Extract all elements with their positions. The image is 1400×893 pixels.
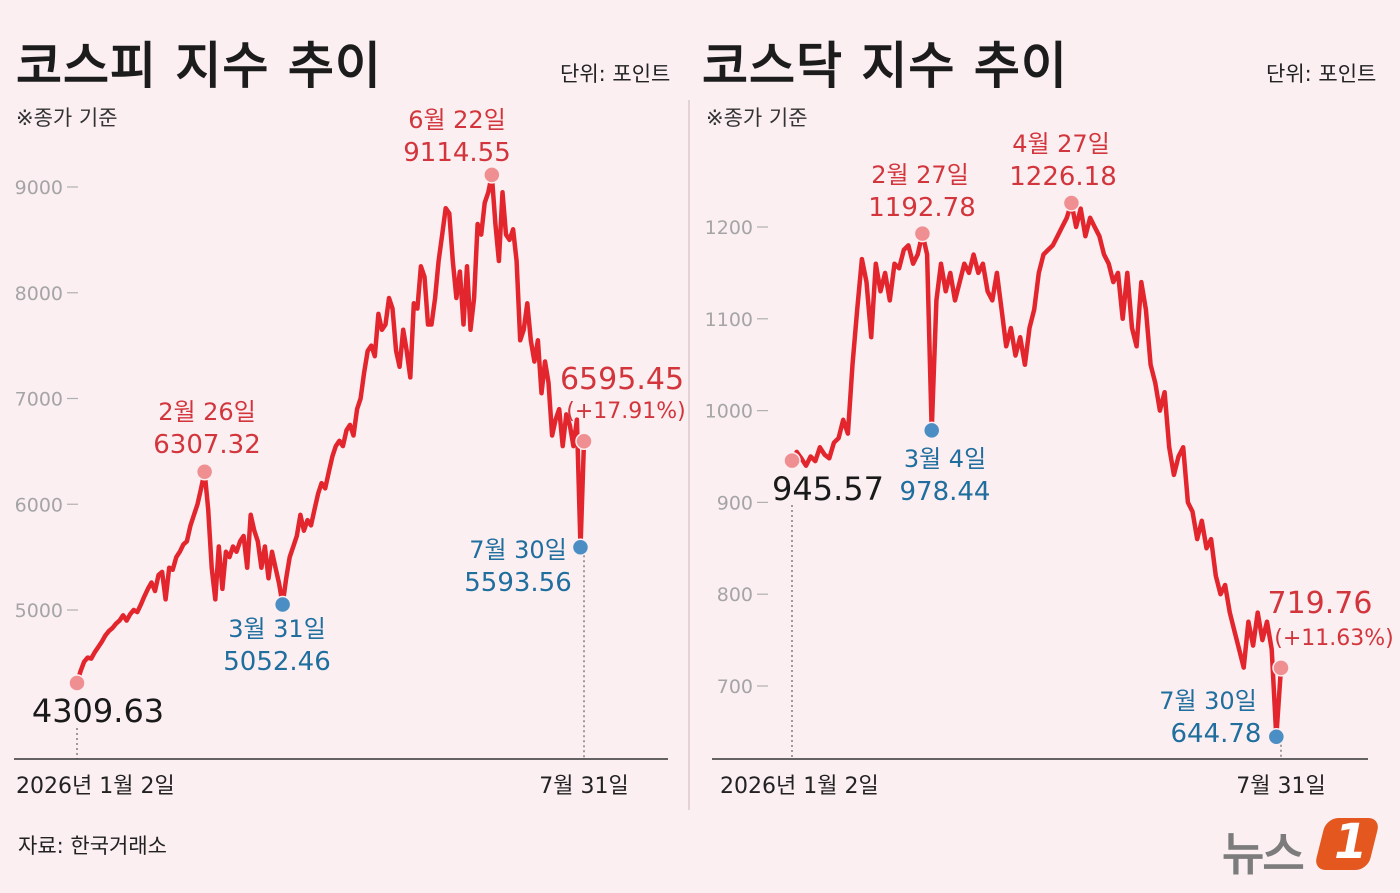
annotation-marker <box>68 674 86 692</box>
annotation-marker <box>575 432 593 451</box>
series-line <box>74 172 587 686</box>
y-tick-label: 7000 <box>15 389 63 411</box>
annotation-value: 9114.55 <box>403 138 511 168</box>
y-tick-label: 1000 <box>705 401 753 423</box>
annotation-marker <box>571 538 590 556</box>
logo-mark: 1 <box>1334 814 1368 870</box>
annotation-date: 6월 22일 <box>408 106 506 134</box>
annotation-date: 3월 31일 <box>228 615 326 643</box>
annotation-change: (+17.91%) <box>566 399 686 424</box>
annotation-value: 5052.46 <box>223 647 331 677</box>
x-start-label: 2026년 1월 2일 <box>16 774 175 799</box>
annotation-value: 5593.56 <box>464 568 572 598</box>
annotation-value: 6307.32 <box>153 430 261 460</box>
kosdaq-title: 코스닥 지수 추이 <box>702 37 1068 95</box>
x-end-label: 7월 31일 <box>1236 774 1325 799</box>
annotation-marker <box>1267 727 1286 746</box>
annotation-date: 3월 4일 <box>904 445 986 473</box>
annotation-marker <box>273 595 292 614</box>
annotation-value: 644.78 <box>1171 719 1262 749</box>
y-tick-label: 800 <box>717 584 753 606</box>
annotation-value: 1192.78 <box>868 193 976 223</box>
annotation-marker <box>195 463 214 481</box>
x-end-label: 7월 31일 <box>539 774 628 799</box>
annotation-value: 1226.18 <box>1009 162 1117 192</box>
kosdaq-unit-label: 단위: 포인트 <box>1266 62 1377 86</box>
kospi-title: 코스피 지수 추이 <box>16 37 382 95</box>
y-tick-label: 9000 <box>15 177 63 199</box>
kospi-unit-label: 단위: 포인트 <box>560 62 671 86</box>
kospi-note: ※종가 기준 <box>16 106 118 130</box>
y-tick-label: 700 <box>717 676 753 698</box>
y-tick-label: 1100 <box>705 309 753 331</box>
annotation-value: 978.44 <box>900 477 991 507</box>
annotation-change: (+11.63%) <box>1274 626 1394 651</box>
kosdaq-note: ※종가 기준 <box>706 106 808 130</box>
annotation-value: 6595.45 <box>560 362 684 397</box>
logo-text: 뉴스 <box>1222 827 1305 881</box>
annotation-date: 2월 27일 <box>871 161 969 189</box>
source-label: 자료: 한국거래소 <box>18 834 167 858</box>
y-tick-label: 6000 <box>15 494 63 516</box>
annotation-marker <box>1272 659 1290 677</box>
annotation-date: 7월 30일 <box>1159 687 1257 715</box>
annotation-date: 7월 30일 <box>469 536 567 564</box>
y-tick-label: 1200 <box>705 217 753 239</box>
annotation-value: 719.76 <box>1268 586 1373 621</box>
annotation-marker <box>483 166 501 184</box>
y-tick-label: 900 <box>717 492 753 514</box>
panel-divider <box>688 100 690 810</box>
annotation-marker <box>922 421 941 440</box>
annotation-value: 945.57 <box>772 470 884 508</box>
y-tick-label: 5000 <box>15 600 63 622</box>
x-start-label: 2026년 1월 2일 <box>720 774 879 799</box>
series-line <box>789 200 1284 739</box>
annotation-marker <box>783 451 801 470</box>
annotation-date: 2월 26일 <box>158 398 256 426</box>
annotation-marker <box>1062 194 1081 212</box>
news1-logo: 뉴스 1 <box>1222 812 1392 881</box>
annotation-date: 4월 27일 <box>1012 130 1110 158</box>
y-tick-label: 8000 <box>15 283 63 305</box>
annotation-value: 4309.63 <box>32 692 164 730</box>
annotation-marker <box>913 224 932 243</box>
